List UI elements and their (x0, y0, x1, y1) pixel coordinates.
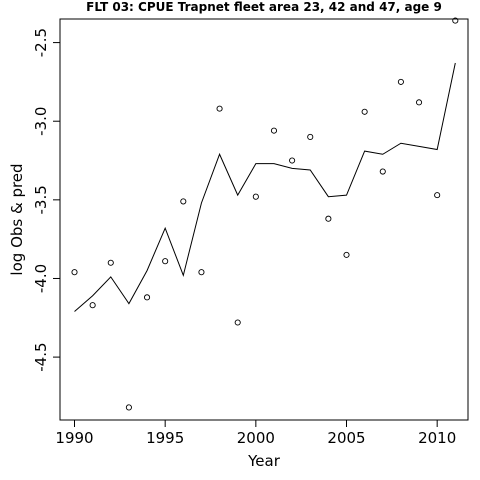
x-tick-label: 2000 (237, 429, 275, 447)
observed-point (234, 319, 241, 326)
observed-point (180, 198, 187, 205)
observed-point (125, 404, 132, 411)
x-tick-label: 1990 (55, 429, 93, 447)
observed-point (434, 192, 441, 199)
observed-point (107, 259, 114, 266)
y-tick-label: -3.5 (32, 185, 50, 214)
observed-point (216, 105, 223, 112)
series-layer (71, 17, 459, 411)
x-tick-label: 2005 (327, 429, 365, 447)
observed-point (71, 269, 78, 276)
x-tick-label: 1995 (146, 429, 184, 447)
y-axis: -4.5 -4.0 -3.5 -3.0 -2.5 (32, 28, 60, 372)
observed-point (452, 17, 459, 24)
observed-point (415, 99, 423, 106)
chart-title: FLT 03: CPUE Trapnet fleet area 23, 42 a… (86, 0, 442, 14)
y-tick-label: -2.5 (32, 28, 50, 57)
observed-point (397, 78, 404, 85)
observed-point (143, 294, 151, 301)
x-axis-label: Year (247, 452, 281, 470)
predicted-line (74, 62, 456, 312)
observed-point (252, 193, 259, 200)
observed-point (198, 269, 205, 276)
observed-point (325, 215, 332, 222)
observed-point (343, 251, 350, 258)
observed-point (361, 108, 368, 115)
plot-frame (59, 18, 469, 421)
y-axis-label: log Obs & pred (8, 163, 26, 275)
observed-point (162, 258, 169, 265)
observed-point (307, 133, 314, 140)
x-tick-label: 2010 (418, 429, 456, 447)
y-tick-label: -4.0 (32, 264, 50, 293)
observed-point (289, 157, 296, 164)
observed-point (89, 302, 96, 309)
y-tick-label: -4.5 (32, 342, 50, 371)
observed-point (270, 127, 278, 134)
x-axis: 1990 1995 2000 2005 2010 (55, 420, 456, 447)
y-tick-label: -3.0 (32, 107, 50, 136)
observed-point (379, 168, 386, 175)
